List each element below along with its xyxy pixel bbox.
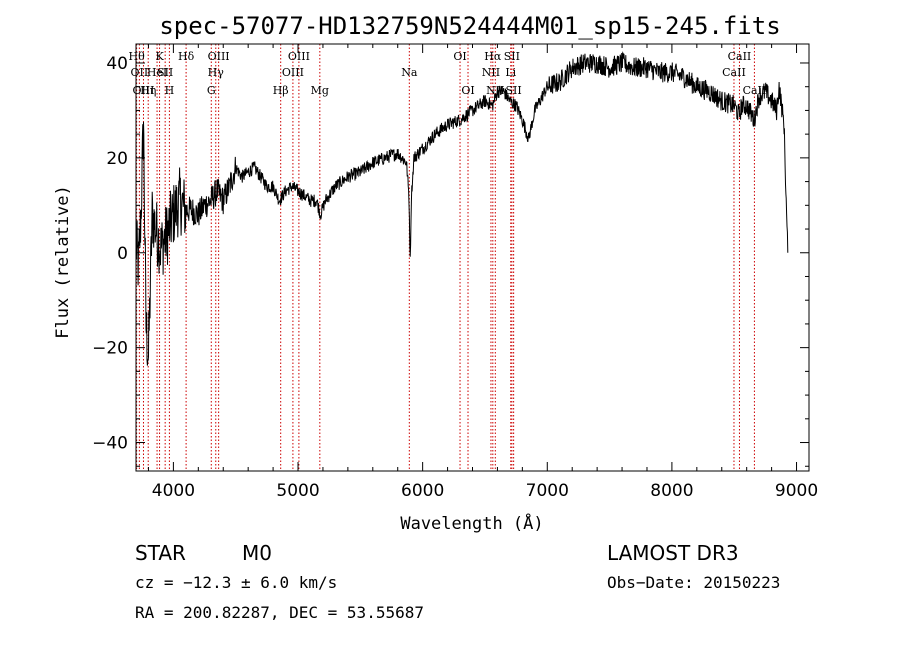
spectral-line-label: CaII bbox=[728, 50, 752, 63]
spectral-line-label: Na bbox=[401, 66, 418, 79]
object-class: STAR bbox=[135, 541, 186, 565]
coordinates: RA = 200.82287, DEC = 53.55687 bbox=[135, 603, 424, 622]
spectral-line-label: G bbox=[207, 84, 216, 97]
spectral-line-label: OIII bbox=[132, 84, 154, 97]
y-axis-label: Flux (relative) bbox=[53, 185, 73, 339]
y-tick-label: 20 bbox=[106, 149, 128, 169]
y-axis-ticks: −40 −20 0 20 40 bbox=[92, 54, 809, 467]
spectral-line-label: Li bbox=[505, 66, 516, 79]
spectral-line-label: OIII bbox=[288, 50, 310, 63]
spectrum-series-line bbox=[135, 51, 789, 366]
x-axis-ticks: 4000 5000 6000 7000 8000 9000 bbox=[147, 44, 818, 501]
spectral-line-label: NII bbox=[482, 66, 500, 79]
object-subclass: M0 bbox=[242, 541, 272, 565]
spectral-line-label: H bbox=[165, 84, 175, 97]
spectral-line-label: OIII bbox=[208, 50, 230, 63]
spectral-line-label: Hη bbox=[140, 84, 156, 97]
spectral-line-label: OIII bbox=[282, 66, 304, 79]
spectral-line-label: K bbox=[155, 50, 164, 63]
y-tick-label: 40 bbox=[106, 54, 128, 74]
spectral-line-label: SII bbox=[157, 66, 173, 79]
x-tick-label: 5000 bbox=[276, 481, 319, 501]
spectral-line-label: Hβ bbox=[273, 84, 289, 97]
survey-name: LAMOST DR3 bbox=[607, 541, 739, 565]
spectral-line-label: OI bbox=[453, 50, 466, 63]
spectral-line-label: HeI bbox=[147, 66, 167, 79]
redshift-info: cz = −12.3 ± 6.0 km/s bbox=[135, 573, 337, 592]
spectral-line-label: SII bbox=[504, 50, 520, 63]
y-tick-label: 0 bbox=[117, 244, 128, 264]
y-tick-label: −40 bbox=[92, 434, 128, 454]
x-tick-label: 6000 bbox=[401, 481, 444, 501]
x-tick-label: 8000 bbox=[650, 481, 693, 501]
x-tick-label: 9000 bbox=[775, 481, 818, 501]
spectral-line-markers bbox=[136, 44, 755, 471]
spectral-line-label: Hθ bbox=[129, 50, 146, 63]
x-tick-label: 7000 bbox=[526, 481, 569, 501]
spectral-line-label: OI bbox=[461, 84, 474, 97]
spectral-line-label: Mg bbox=[311, 84, 329, 97]
chart-title: spec-57077-HD132759N524444M01_sp15-245.f… bbox=[159, 12, 780, 40]
y-tick-label: −20 bbox=[92, 339, 128, 359]
spectral-line-label: CaII bbox=[722, 66, 746, 79]
spectral-line-labels: HθOIIOIIIHηHeIKSIIHHδGHγOIIIHβOIIIOIIIMg… bbox=[129, 50, 767, 97]
spectral-line-label: Hα bbox=[484, 50, 502, 63]
spectral-line-label: SII bbox=[506, 84, 522, 97]
spectral-line-label: Hδ bbox=[178, 50, 195, 63]
x-axis-label: Wavelength (Å) bbox=[400, 512, 543, 534]
x-tick-label: 4000 bbox=[152, 481, 195, 501]
spectral-line-label: OII bbox=[131, 66, 149, 79]
observation-date: Obs−Date: 20150223 bbox=[607, 573, 780, 592]
spectral-line-label: Hγ bbox=[208, 66, 225, 79]
